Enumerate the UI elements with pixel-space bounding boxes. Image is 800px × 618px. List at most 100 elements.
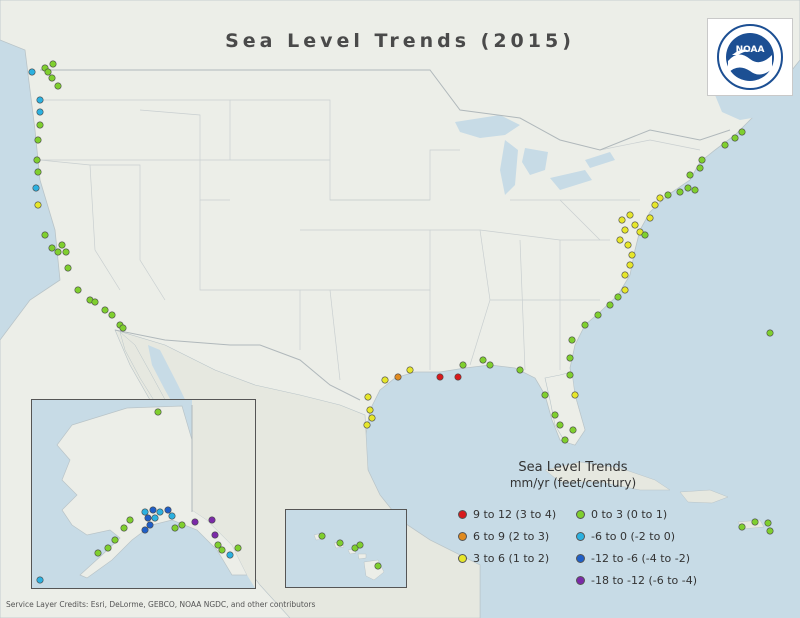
station-marker[interactable] (101, 306, 109, 314)
station-marker[interactable] (606, 301, 614, 309)
station-marker[interactable] (336, 539, 344, 547)
station-marker[interactable] (566, 371, 574, 379)
station-marker[interactable] (149, 506, 157, 514)
station-marker[interactable] (664, 191, 672, 199)
station-marker[interactable] (541, 391, 549, 399)
station-marker[interactable] (751, 518, 759, 526)
station-marker[interactable] (49, 60, 57, 68)
station-marker[interactable] (111, 536, 119, 544)
station-marker[interactable] (91, 298, 99, 306)
station-marker[interactable] (676, 188, 684, 196)
station-marker[interactable] (594, 311, 602, 319)
station-marker[interactable] (356, 541, 364, 549)
station-marker[interactable] (64, 264, 72, 272)
station-marker[interactable] (568, 336, 576, 344)
station-marker[interactable] (146, 521, 154, 529)
station-marker[interactable] (368, 414, 376, 422)
station-marker[interactable] (566, 354, 574, 362)
station-marker[interactable] (394, 373, 402, 381)
station-marker[interactable] (731, 134, 739, 142)
station-marker[interactable] (738, 128, 746, 136)
station-marker[interactable] (211, 531, 219, 539)
station-marker[interactable] (234, 544, 242, 552)
station-marker[interactable] (581, 321, 589, 329)
station-marker[interactable] (374, 562, 382, 570)
station-marker[interactable] (141, 526, 149, 534)
station-marker[interactable] (171, 524, 179, 532)
station-marker[interactable] (94, 549, 102, 557)
station-marker[interactable] (628, 251, 636, 259)
station-marker[interactable] (436, 373, 444, 381)
station-marker[interactable] (164, 506, 172, 514)
station-marker[interactable] (406, 366, 414, 374)
station-marker[interactable] (34, 136, 42, 144)
station-marker[interactable] (156, 508, 164, 516)
station-marker[interactable] (624, 241, 632, 249)
station-marker[interactable] (62, 248, 70, 256)
station-marker[interactable] (218, 546, 226, 554)
station-marker[interactable] (561, 436, 569, 444)
station-marker[interactable] (696, 164, 704, 172)
station-marker[interactable] (551, 411, 559, 419)
station-marker[interactable] (151, 514, 159, 522)
station-marker[interactable] (33, 156, 41, 164)
station-marker[interactable] (366, 406, 374, 414)
station-marker[interactable] (738, 523, 746, 531)
station-marker[interactable] (108, 311, 116, 319)
station-marker[interactable] (36, 108, 44, 116)
station-marker[interactable] (208, 516, 216, 524)
station-marker[interactable] (621, 286, 629, 294)
station-marker[interactable] (363, 421, 371, 429)
station-marker[interactable] (226, 551, 234, 559)
station-marker[interactable] (48, 74, 56, 82)
station-marker[interactable] (318, 532, 326, 540)
station-marker[interactable] (621, 271, 629, 279)
station-marker[interactable] (54, 248, 62, 256)
station-marker[interactable] (656, 194, 664, 202)
station-marker[interactable] (168, 512, 176, 520)
station-marker[interactable] (721, 141, 729, 149)
station-marker[interactable] (454, 373, 462, 381)
station-marker[interactable] (364, 393, 372, 401)
station-marker[interactable] (626, 211, 634, 219)
station-marker[interactable] (686, 171, 694, 179)
station-marker[interactable] (36, 121, 44, 129)
station-marker[interactable] (516, 366, 524, 374)
station-marker[interactable] (616, 236, 624, 244)
station-marker[interactable] (36, 96, 44, 104)
station-marker[interactable] (766, 329, 774, 337)
station-marker[interactable] (766, 527, 774, 535)
station-marker[interactable] (32, 184, 40, 192)
station-marker[interactable] (614, 293, 622, 301)
station-marker[interactable] (764, 519, 772, 527)
station-marker[interactable] (479, 356, 487, 364)
station-marker[interactable] (178, 521, 186, 529)
station-marker[interactable] (569, 426, 577, 434)
station-marker[interactable] (684, 184, 692, 192)
station-marker[interactable] (120, 524, 128, 532)
station-marker[interactable] (698, 156, 706, 164)
station-marker[interactable] (119, 324, 127, 332)
station-marker[interactable] (141, 508, 149, 516)
station-marker[interactable] (381, 376, 389, 384)
station-marker[interactable] (36, 576, 44, 584)
station-marker[interactable] (34, 168, 42, 176)
station-marker[interactable] (58, 241, 66, 249)
station-marker[interactable] (41, 231, 49, 239)
station-marker[interactable] (48, 244, 56, 252)
station-marker[interactable] (486, 361, 494, 369)
station-marker[interactable] (571, 391, 579, 399)
station-marker[interactable] (34, 201, 42, 209)
station-marker[interactable] (556, 421, 564, 429)
station-marker[interactable] (459, 361, 467, 369)
station-marker[interactable] (28, 68, 36, 76)
station-marker[interactable] (214, 541, 222, 549)
station-marker[interactable] (54, 82, 62, 90)
station-marker[interactable] (74, 286, 82, 294)
station-marker[interactable] (641, 231, 649, 239)
station-marker[interactable] (126, 516, 134, 524)
station-marker[interactable] (651, 201, 659, 209)
station-marker[interactable] (144, 514, 152, 522)
station-marker[interactable] (646, 214, 654, 222)
station-marker[interactable] (621, 226, 629, 234)
